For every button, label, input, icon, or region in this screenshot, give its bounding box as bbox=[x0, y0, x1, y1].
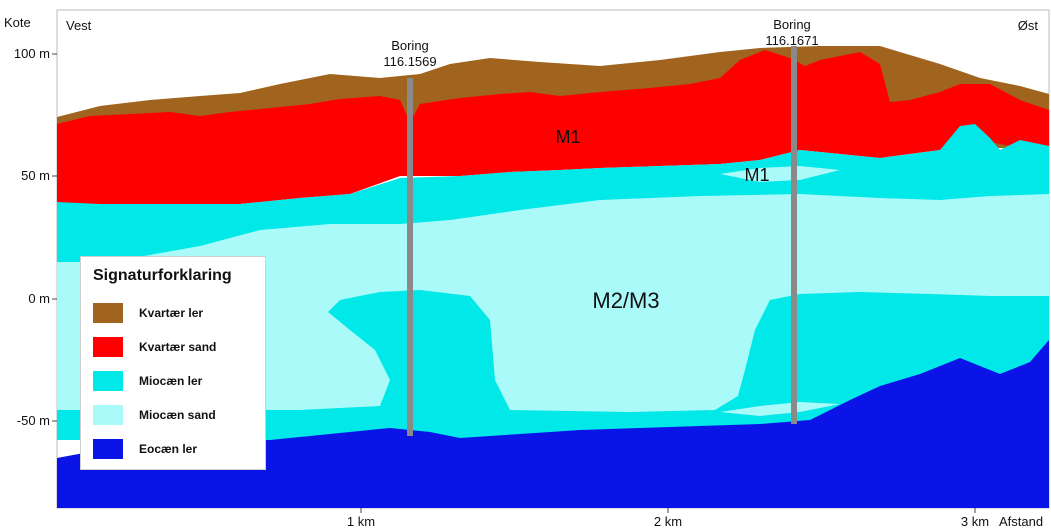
x-axis-ticks bbox=[360, 508, 976, 513]
boring-label: Boring bbox=[773, 17, 811, 32]
lens-base bbox=[720, 402, 840, 416]
x-tick-label: 1 km bbox=[347, 514, 375, 529]
y-tick-label: -50 m bbox=[17, 413, 50, 428]
legend-item: Kvartær sand bbox=[93, 337, 263, 359]
legend-swatch-kvartaer-ler bbox=[93, 303, 123, 323]
x-tick-label: 3 km bbox=[961, 514, 989, 529]
x-tick-label: 2 km bbox=[654, 514, 682, 529]
legend-item: Eocæn ler bbox=[93, 439, 263, 461]
y-axis-ticks bbox=[52, 53, 57, 422]
lens-m1-lower bbox=[720, 166, 840, 182]
y-tick-label: 100 m bbox=[14, 46, 50, 61]
legend-swatch-miocaen-ler bbox=[93, 371, 123, 391]
x-axis-label: Afstand bbox=[999, 514, 1043, 529]
corner-east: Øst bbox=[1018, 18, 1039, 33]
corner-west: Vest bbox=[66, 18, 92, 33]
boring-label: Boring bbox=[391, 38, 429, 53]
legend-item: Miocæn sand bbox=[93, 405, 263, 427]
layer-eocaen-ler bbox=[57, 340, 1049, 508]
legend-label: Kvartær sand bbox=[139, 340, 217, 354]
legend-swatch-kvartaer-sand bbox=[93, 337, 123, 357]
legend-box: Signaturforklaring Kvartær ler Kvartær s… bbox=[80, 256, 266, 470]
legend-item: Kvartær ler bbox=[93, 303, 263, 325]
legend-title: Signaturforklaring bbox=[93, 267, 232, 284]
unit-label-m1-lower: M1 bbox=[744, 165, 769, 185]
legend-label: Miocæn ler bbox=[139, 374, 203, 388]
legend-label: Eocæn ler bbox=[139, 442, 198, 456]
boring-id: 116.1671 bbox=[765, 33, 818, 48]
layer-kvartaer-sand bbox=[57, 50, 1049, 204]
unit-label-m1-upper: M1 bbox=[555, 127, 580, 147]
legend-swatch-eocaen-ler bbox=[93, 439, 123, 459]
legend-swatch-miocaen-sand bbox=[93, 405, 123, 425]
legend-label: Kvartær ler bbox=[139, 306, 204, 320]
legend-item: Miocæn ler bbox=[93, 371, 263, 393]
layer-miocaen-sand bbox=[57, 194, 1049, 412]
boring-id: 116.1569 bbox=[383, 54, 436, 69]
y-tick-label: 50 m bbox=[21, 168, 50, 183]
legend-label: Miocæn sand bbox=[139, 408, 216, 422]
y-tick-label: 0 m bbox=[28, 291, 50, 306]
lens-lower bbox=[700, 254, 840, 274]
corner-kote: Kote bbox=[4, 15, 31, 30]
unit-label-m2m3: M2/M3 bbox=[592, 288, 659, 313]
